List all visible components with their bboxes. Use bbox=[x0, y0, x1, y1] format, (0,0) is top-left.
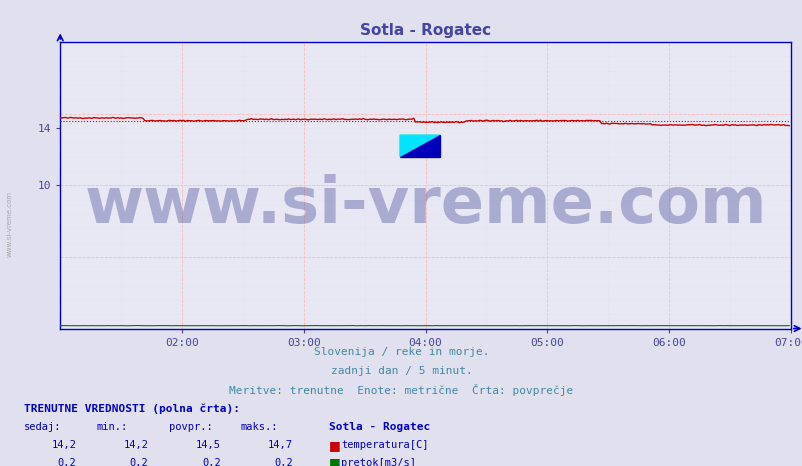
Bar bbox=[399, 135, 439, 157]
Text: TRENUTNE VREDNOSTI (polna črta):: TRENUTNE VREDNOSTI (polna črta): bbox=[24, 403, 240, 414]
Polygon shape bbox=[399, 135, 439, 157]
Text: 14,2: 14,2 bbox=[51, 440, 76, 450]
Text: ■: ■ bbox=[329, 456, 341, 466]
Text: 0,2: 0,2 bbox=[130, 458, 148, 466]
Polygon shape bbox=[399, 135, 439, 157]
Text: 0,2: 0,2 bbox=[202, 458, 221, 466]
Text: Sotla - Rogatec: Sotla - Rogatec bbox=[329, 422, 430, 432]
Text: maks.:: maks.: bbox=[241, 422, 278, 432]
Text: temperatura[C]: temperatura[C] bbox=[341, 440, 428, 450]
Text: pretok[m3/s]: pretok[m3/s] bbox=[341, 458, 415, 466]
Text: min.:: min.: bbox=[96, 422, 128, 432]
Text: Slovenija / reke in morje.: Slovenija / reke in morje. bbox=[314, 347, 488, 357]
Title: Sotla - Rogatec: Sotla - Rogatec bbox=[359, 23, 491, 38]
Text: sedaj:: sedaj: bbox=[24, 422, 62, 432]
Text: www.si-vreme.com: www.si-vreme.com bbox=[84, 174, 766, 236]
Text: 0,2: 0,2 bbox=[58, 458, 76, 466]
Text: Meritve: trenutne  Enote: metrične  Črta: povprečje: Meritve: trenutne Enote: metrične Črta: … bbox=[229, 384, 573, 397]
Text: 14,7: 14,7 bbox=[268, 440, 293, 450]
Text: ■: ■ bbox=[329, 439, 341, 452]
Text: 14,5: 14,5 bbox=[196, 440, 221, 450]
Text: www.si-vreme.com: www.si-vreme.com bbox=[6, 191, 13, 257]
Text: 0,2: 0,2 bbox=[274, 458, 293, 466]
Text: 14,2: 14,2 bbox=[124, 440, 148, 450]
Text: povpr.:: povpr.: bbox=[168, 422, 212, 432]
Text: zadnji dan / 5 minut.: zadnji dan / 5 minut. bbox=[330, 366, 472, 376]
